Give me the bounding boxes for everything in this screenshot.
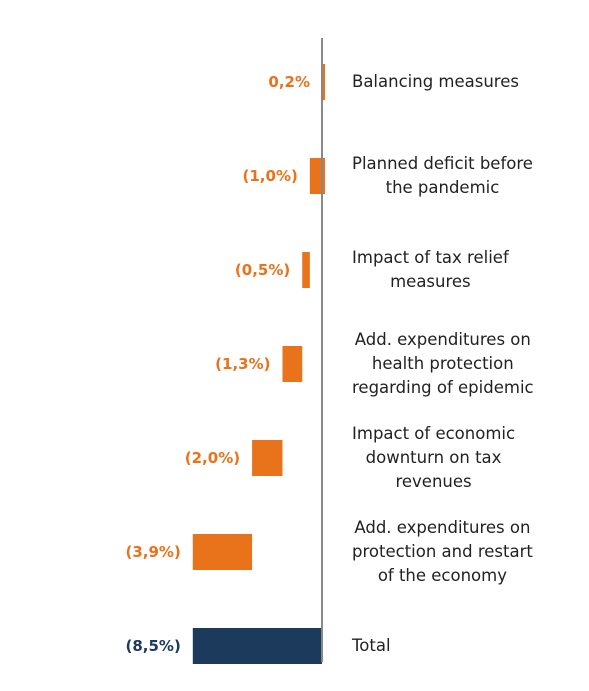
bar [192, 534, 253, 570]
category-label-text: Total [352, 636, 391, 655]
category-label: Planned deficit before the pandemic [352, 129, 533, 223]
bar [252, 440, 283, 476]
category-label: Total [352, 599, 391, 691]
value-label: (8,5%) [125, 637, 181, 655]
category-label: Impact of economic downturn on tax reven… [352, 411, 515, 505]
category-label: Balancing measures [352, 35, 519, 129]
category-label: Add. expenditures on health protection r… [352, 317, 534, 411]
category-label-text: Impact of economic downturn on tax reven… [352, 424, 516, 491]
bar [322, 64, 326, 100]
value-label: (1,3%) [215, 355, 271, 373]
value-label: 0,2% [268, 73, 310, 91]
category-label: Add. expenditures on protection and rest… [352, 505, 533, 599]
category-label-text: Balancing measures [352, 72, 519, 91]
value-label: (0,5%) [234, 261, 291, 279]
category-label: Impact of tax relief measures [352, 223, 509, 317]
value-label: (2,0%) [184, 449, 241, 467]
category-label-text: Impact of tax relief measures [352, 248, 509, 291]
bar [302, 252, 310, 288]
value-label: (3,9%) [125, 543, 181, 561]
category-label-text: Planned deficit before the pandemic [352, 154, 533, 197]
bar [192, 628, 322, 664]
category-label-text: Add. expenditures on protection and rest… [352, 518, 533, 585]
value-label: (1,0%) [242, 167, 298, 185]
bar [282, 346, 303, 382]
category-label-text: Add. expenditures on health protection r… [352, 330, 534, 397]
